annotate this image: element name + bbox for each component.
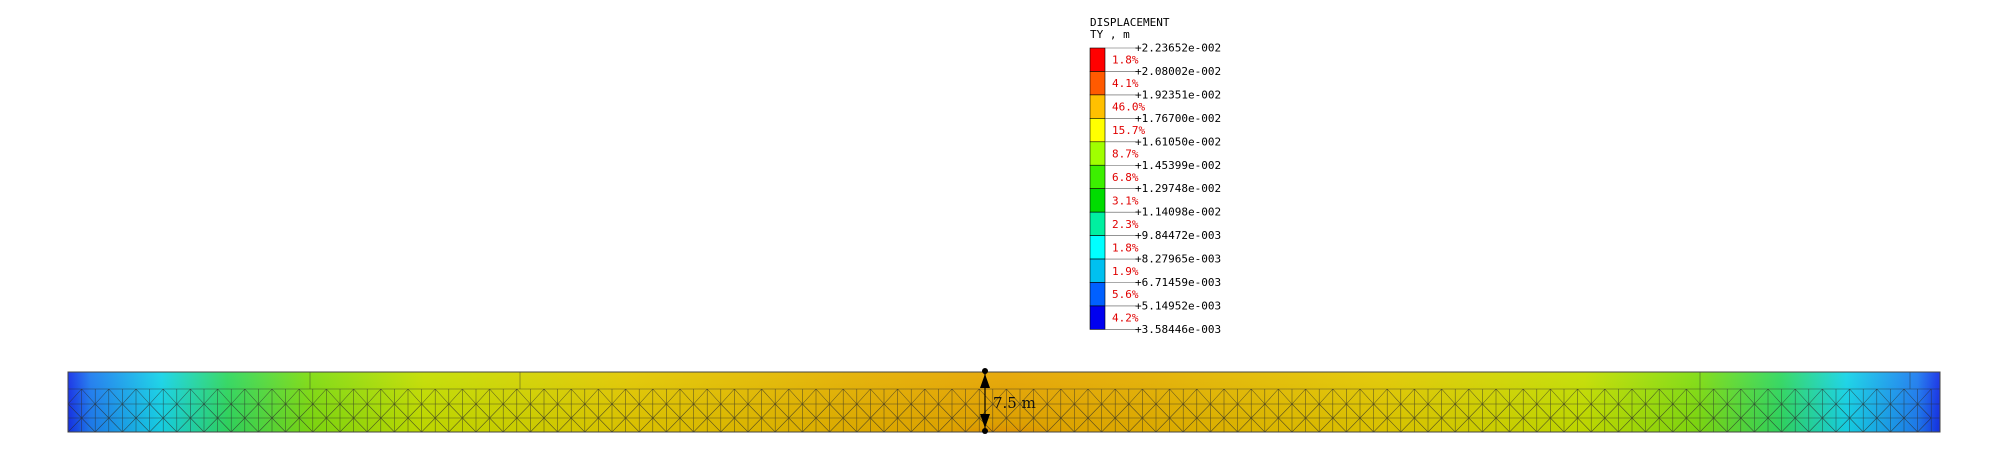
thickness-dimension: 7.5 m (980, 368, 1036, 434)
legend-percentage: 4.1% (1112, 77, 1139, 90)
beam-mesh (68, 372, 1940, 432)
legend-color-band (1089, 305, 1106, 330)
legend-percentage: 8.7% (1112, 148, 1139, 161)
legend-title: DISPLACEMENT (1090, 16, 1170, 29)
legend-color-band (1089, 164, 1106, 190)
legend-value: +2.08002e-002 (1135, 65, 1221, 78)
dimension-label: 7.5 m (993, 394, 1036, 412)
legend-color-band (1089, 118, 1106, 143)
dimension-bottom-node (982, 428, 988, 434)
legend-values: +2.23652e-002 +2.08002e-002 +1.92351e-002 +… (1135, 42, 1221, 336)
legend-percentages: 1.8% 4.1% 46.0% 15.7% 8.7% 6.8% 3.1% 2.3% 1.8% 1.… (1112, 54, 1145, 325)
legend-value: +1.45399e-002 (1135, 159, 1221, 172)
legend-percentage: 15.7% (1112, 124, 1145, 137)
legend-percentage: 46.0% (1112, 101, 1145, 114)
legend-value: +5.14952e-003 (1135, 299, 1221, 312)
legend-value: +1.92351e-002 (1135, 88, 1221, 101)
legend-value: +1.61050e-002 (1135, 135, 1221, 148)
legend-percentage: 6.8% (1112, 171, 1139, 184)
legend-percentage: 2.3% (1112, 218, 1139, 231)
legend-percentage: 4.2% (1112, 312, 1139, 325)
legend-percentage: 5.6% (1112, 288, 1139, 301)
legend-color-band (1089, 235, 1106, 260)
dimension-top-node (982, 368, 988, 374)
legend-color-band (1089, 282, 1106, 307)
legend-color-band (1089, 71, 1106, 96)
legend-subtitle: TY , m (1090, 28, 1130, 41)
legend-color-band (1089, 47, 1106, 72)
legend-percentage: 1.8% (1112, 54, 1139, 67)
legend-tick-lines (1105, 47, 1136, 330)
legend-color-band (1089, 188, 1106, 213)
dimension-arrow-down (980, 414, 990, 428)
legend-value: +9.84472e-003 (1135, 229, 1221, 242)
legend-color-band (1089, 211, 1106, 236)
legend-value: +1.76700e-002 (1135, 112, 1221, 125)
legend-percentage: 3.1% (1112, 194, 1139, 207)
legend-color-band (1089, 258, 1106, 283)
legend-value: +6.71459e-003 (1135, 276, 1221, 289)
legend-value: +1.14098e-002 (1135, 206, 1221, 219)
dimension-arrow-up (980, 374, 990, 388)
legend-value: +3.58446e-003 (1135, 323, 1221, 336)
legend-value: +2.23652e-002 (1135, 42, 1221, 55)
legend-color-band (1089, 94, 1106, 119)
beam-model (67, 371, 1941, 433)
mesh-lines (68, 372, 1940, 432)
legend-percentage: 1.8% (1112, 241, 1139, 254)
beam-outline (67, 371, 1941, 433)
displacement-legend: DISPLACEMENT TY , m +2.23652e-002 +2.0800… (1089, 16, 1221, 336)
legend-color-bars (1089, 47, 1106, 330)
legend-value: +1.29748e-002 (1135, 182, 1221, 195)
legend-value: +8.27965e-003 (1135, 253, 1221, 266)
legend-percentage: 1.9% (1112, 265, 1139, 278)
legend-color-band (1089, 141, 1106, 166)
